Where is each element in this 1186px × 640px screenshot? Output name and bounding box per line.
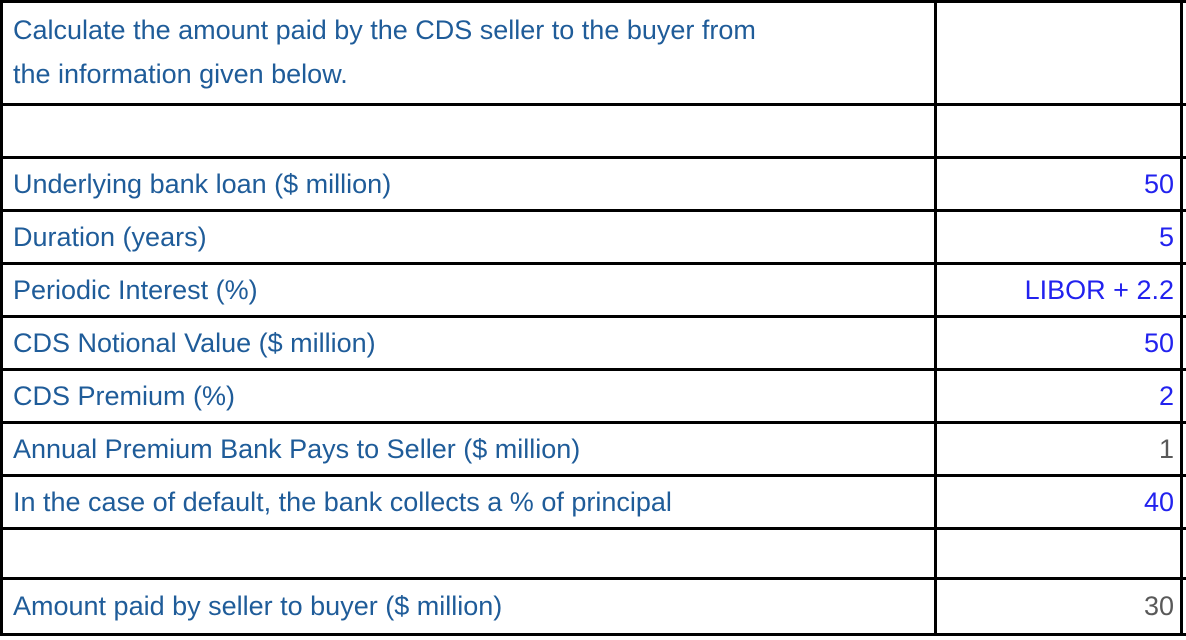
- cutoff-column-cell: [1183, 3, 1186, 106]
- result-label-cell[interactable]: Amount paid by seller to buyer ($ millio…: [3, 580, 937, 636]
- result-label: Amount paid by seller to buyer ($ millio…: [13, 591, 503, 621]
- cds-premium-value-cell[interactable]: 2: [937, 371, 1183, 424]
- cds-premium-value: 2: [1158, 380, 1174, 411]
- underlying-bank-loan-value: 50: [1143, 168, 1174, 199]
- empty-cell[interactable]: [3, 530, 937, 580]
- default-recovery-label-cell[interactable]: In the case of default, the bank collect…: [3, 477, 937, 530]
- annual-premium-value-cell[interactable]: 1: [937, 424, 1183, 477]
- cds-notional-value-value: 50: [1143, 327, 1174, 358]
- cds-premium-label-cell[interactable]: CDS Premium (%): [3, 371, 937, 424]
- empty-cell[interactable]: [937, 106, 1183, 159]
- cutoff-column-cell: [1183, 106, 1186, 159]
- empty-cell[interactable]: [937, 530, 1183, 580]
- default-recovery-value: 40: [1143, 486, 1174, 517]
- duration-value-cell[interactable]: 5: [937, 212, 1183, 265]
- cutoff-column-cell: [1183, 265, 1186, 318]
- result-value-cell[interactable]: 30: [937, 580, 1183, 636]
- duration-label: Duration (years): [13, 221, 207, 252]
- cutoff-column-cell: [1183, 424, 1186, 477]
- periodic-interest-value-cell[interactable]: LIBOR + 2.2: [937, 265, 1183, 318]
- annual-premium-label-cell[interactable]: Annual Premium Bank Pays to Seller ($ mi…: [3, 424, 937, 477]
- underlying-bank-loan-value-cell[interactable]: 50: [937, 159, 1183, 212]
- periodic-interest-label: Periodic Interest (%): [13, 274, 258, 305]
- underlying-bank-loan-label-cell[interactable]: Underlying bank loan ($ million): [3, 159, 937, 212]
- cutoff-column-cell: [1183, 159, 1186, 212]
- duration-label-cell[interactable]: Duration (years): [3, 212, 937, 265]
- question-text-line2: the information given below.: [13, 59, 348, 89]
- periodic-interest-value: LIBOR + 2.2: [1024, 274, 1174, 305]
- duration-value: 5: [1158, 221, 1174, 252]
- default-recovery-value-cell[interactable]: 40: [937, 477, 1183, 530]
- cds-premium-label: CDS Premium (%): [13, 380, 236, 411]
- question-cell[interactable]: Calculate the amount paid by the CDS sel…: [3, 3, 937, 106]
- cutoff-column-cell: [1183, 530, 1186, 580]
- empty-cell[interactable]: [937, 3, 1183, 106]
- cutoff-column-cell: [1183, 318, 1186, 371]
- cutoff-column-cell: [1183, 580, 1186, 636]
- annual-premium-value: 1: [1158, 433, 1174, 464]
- cutoff-column-cell: [1183, 371, 1186, 424]
- periodic-interest-label-cell[interactable]: Periodic Interest (%): [3, 265, 937, 318]
- empty-cell[interactable]: [3, 106, 937, 159]
- underlying-bank-loan-label: Underlying bank loan ($ million): [13, 168, 392, 199]
- result-value: 30: [1143, 591, 1174, 621]
- cds-notional-value-value-cell[interactable]: 50: [937, 318, 1183, 371]
- question-text-line1: Calculate the amount paid by the CDS sel…: [13, 15, 756, 45]
- default-recovery-label: In the case of default, the bank collect…: [13, 486, 672, 517]
- cds-notional-value-label-cell[interactable]: CDS Notional Value ($ million): [3, 318, 937, 371]
- cutoff-column-cell: [1183, 477, 1186, 530]
- cds-notional-value-label: CDS Notional Value ($ million): [13, 327, 376, 358]
- cutoff-column-cell: [1183, 212, 1186, 265]
- annual-premium-label: Annual Premium Bank Pays to Seller ($ mi…: [13, 433, 581, 464]
